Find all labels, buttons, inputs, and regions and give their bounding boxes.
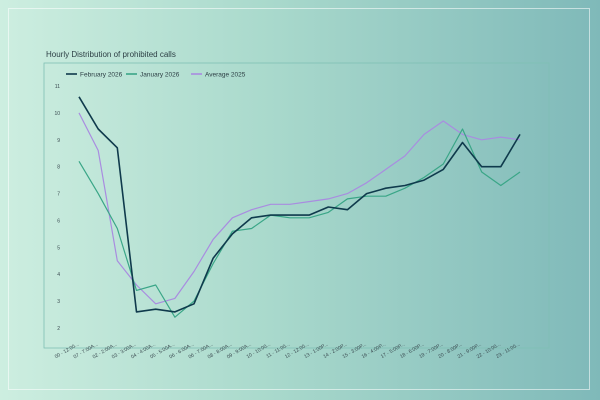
- series-line-january-2026: [78, 128, 521, 318]
- legend-label: January 2026: [140, 72, 180, 79]
- legend-label: Average 2025: [205, 72, 246, 79]
- y-axis: 2 3 4 5 6 7 8 9 10 11: [54, 84, 60, 332]
- y-tick-label: 6: [57, 218, 60, 224]
- y-tick-label: 8: [57, 165, 60, 171]
- chart-frame: [8, 8, 590, 390]
- series-line-average-2025: [78, 112, 521, 305]
- series-lines: [78, 96, 521, 318]
- x-axis: 00 - 12:00...07 - 7:00A...02 - 2:00A...0…: [54, 342, 521, 361]
- legend-label: February 2026: [80, 72, 123, 79]
- y-tick-label: 9: [57, 138, 60, 144]
- plot-border: [43, 62, 550, 349]
- legend: February 2026 January 2026 Average 2025: [66, 72, 246, 79]
- y-tick-label: 2: [57, 326, 60, 332]
- y-tick-label: 10: [54, 111, 60, 117]
- y-tick-label: 5: [57, 245, 60, 251]
- y-tick-label: 3: [57, 299, 60, 305]
- chart-title: Hourly Distribution of prohibited calls: [46, 50, 176, 59]
- y-tick-label: 4: [57, 272, 60, 278]
- series-line-february-2026: [78, 96, 521, 313]
- y-tick-label: 11: [55, 84, 60, 90]
- y-tick-label: 7: [57, 192, 60, 198]
